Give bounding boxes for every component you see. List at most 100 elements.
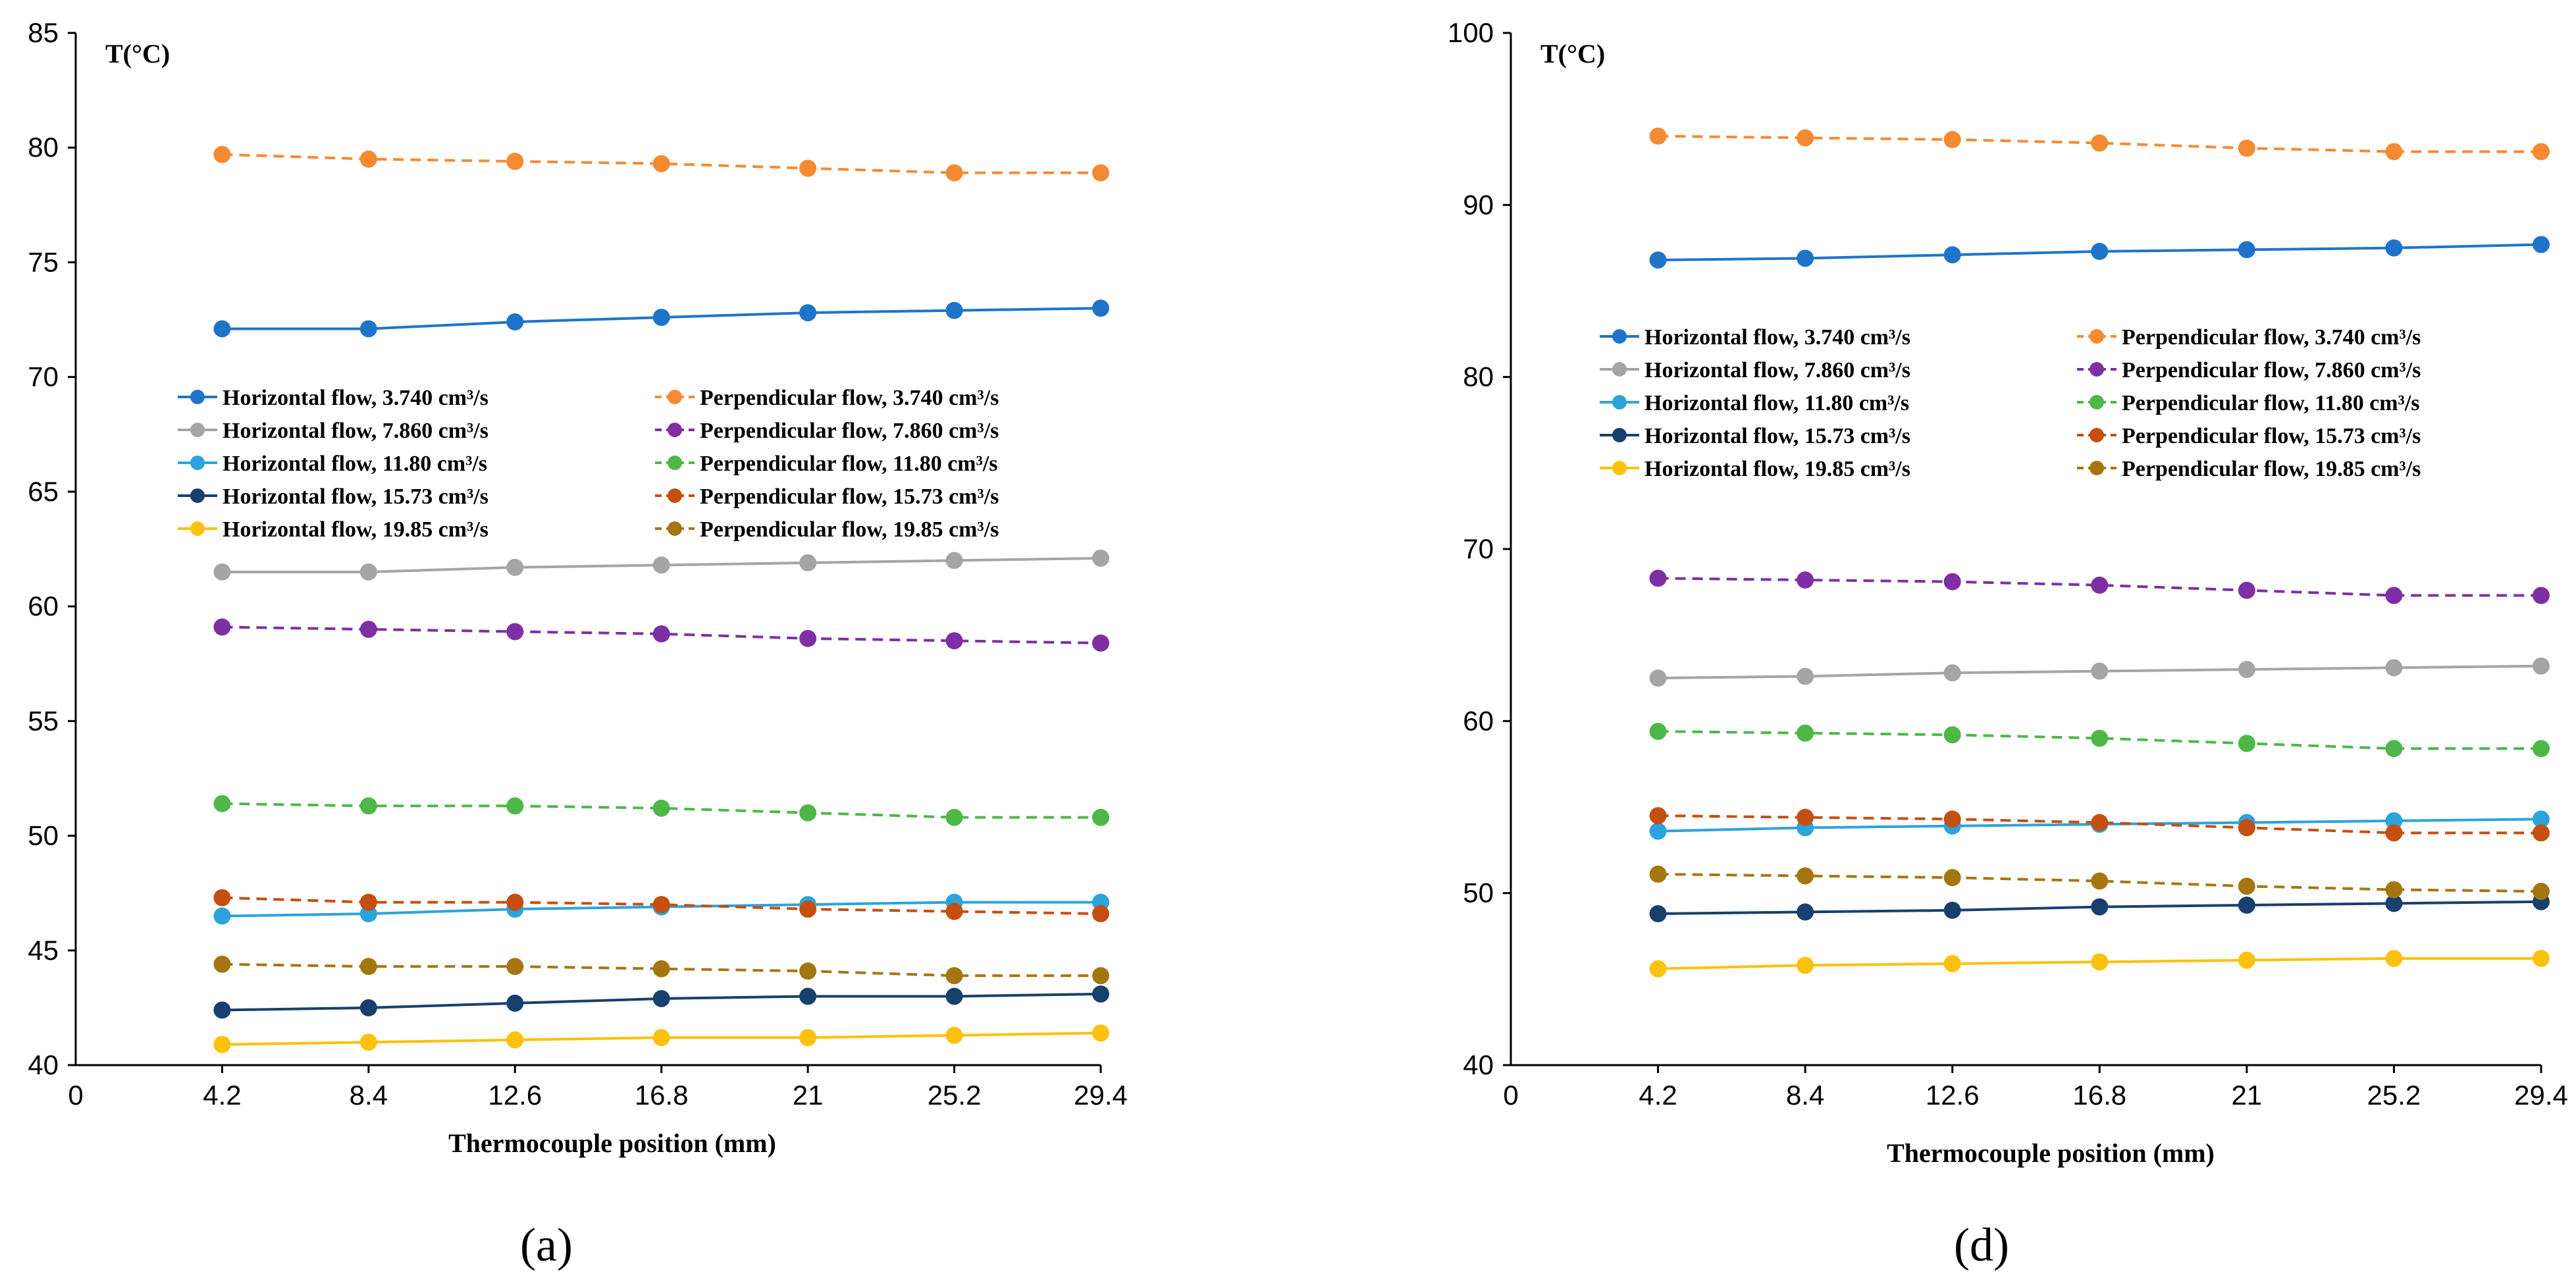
legend-label: Horizontal flow, 11.80 cm³/s xyxy=(1644,391,1909,415)
data-point xyxy=(1092,300,1109,317)
legend-swatch-marker xyxy=(2090,461,2104,475)
data-point xyxy=(506,994,524,1012)
data-point xyxy=(652,556,670,574)
series-0 xyxy=(1649,236,2550,269)
data-point xyxy=(1649,669,1667,687)
data-point xyxy=(506,623,524,641)
series-2 xyxy=(213,549,1109,581)
y-tick-label: 70 xyxy=(1463,533,1494,564)
legend-swatch-marker xyxy=(190,423,205,437)
series-7 xyxy=(213,889,1109,923)
y-tick-label: 70 xyxy=(28,361,59,392)
legend-swatch-marker xyxy=(190,521,205,536)
data-point xyxy=(506,958,524,976)
data-point xyxy=(1797,668,1814,685)
data-point xyxy=(799,554,817,571)
x-tick-label: 4.2 xyxy=(1639,1080,1677,1111)
series-3 xyxy=(213,618,1109,652)
legend-swatch-marker xyxy=(190,456,205,470)
data-point xyxy=(213,1001,231,1019)
data-point xyxy=(359,999,377,1016)
data-point xyxy=(652,309,670,327)
data-point xyxy=(359,958,377,976)
legend-label: Horizontal flow, 11.80 cm³/s xyxy=(223,452,487,476)
legend: Horizontal flow, 3.740 cm³/s Horizontal f… xyxy=(178,386,999,542)
data-point xyxy=(652,155,670,172)
legend-item: Horizontal flow, 7.860 cm³/s xyxy=(1600,358,1910,382)
y-tick-label: 100 xyxy=(1448,17,1494,48)
x-tick-label: 25.2 xyxy=(928,1080,982,1111)
legend-swatch-marker xyxy=(668,488,682,503)
data-point xyxy=(2091,872,2109,890)
x-tick-label: 12.6 xyxy=(488,1080,542,1111)
legend-label: Horizontal flow, 15.73 cm³/s xyxy=(223,485,488,509)
data-point xyxy=(2533,740,2550,758)
legend-swatch-marker xyxy=(2090,395,2104,409)
legend-swatch-marker xyxy=(668,456,682,470)
data-point xyxy=(799,1029,817,1047)
panel-label: (d) xyxy=(1954,1219,2009,1271)
data-point xyxy=(1649,569,1667,587)
chart-panel-a: 40 45 50 55 60 65 70 75 80 85 0 4.2 8.4 12.6 16.8 21 25.… xyxy=(28,17,1128,1271)
data-point xyxy=(799,629,817,647)
data-point xyxy=(1943,246,1961,264)
legend-item: Perpendicular flow, 7.860 cm³/s xyxy=(2077,358,2421,382)
legend-item: Horizontal flow, 15.73 cm³/s xyxy=(178,485,488,509)
data-point xyxy=(359,150,377,168)
data-point xyxy=(2533,949,2550,967)
legend-swatch-marker xyxy=(1612,329,1627,344)
data-point xyxy=(2385,824,2403,842)
y-tick-label: 60 xyxy=(1463,705,1494,736)
data-point xyxy=(213,145,231,163)
y-tick-label: 90 xyxy=(1463,189,1494,220)
data-point xyxy=(2091,242,2109,260)
y-axis-label: T(°C) xyxy=(1540,39,1605,68)
legend-item: Perpendicular flow, 3.740 cm³/s xyxy=(655,386,999,410)
data-point xyxy=(1649,960,1667,978)
data-point xyxy=(1092,905,1109,923)
legend-item: Perpendicular flow, 15.73 cm³/s xyxy=(655,485,999,509)
data-point xyxy=(1649,723,1667,741)
data-point xyxy=(945,632,963,650)
legend-item: Perpendicular flow, 11.80 cm³/s xyxy=(655,452,998,476)
data-point xyxy=(2238,581,2255,599)
series-3 xyxy=(1649,569,2550,604)
x-origin-label: 0 xyxy=(68,1080,83,1111)
data-point xyxy=(2385,587,2403,604)
data-point xyxy=(506,797,524,815)
data-point xyxy=(799,901,817,918)
data-point xyxy=(1797,903,1814,921)
data-point xyxy=(2533,143,2550,161)
legend-label: Horizontal flow, 7.860 cm³/s xyxy=(223,419,488,443)
series-2 xyxy=(1649,657,2550,687)
x-tick-label: 16.8 xyxy=(635,1080,689,1111)
x-tick-label: 4.2 xyxy=(203,1080,241,1111)
data-point xyxy=(2238,878,2255,895)
data-point xyxy=(945,552,963,569)
legend-item: Horizontal flow, 11.80 cm³/s xyxy=(1600,391,1909,415)
data-point xyxy=(1649,822,1667,840)
data-point xyxy=(213,320,231,338)
data-point xyxy=(2238,951,2255,969)
data-point xyxy=(2385,740,2403,758)
data-point xyxy=(1797,724,1814,742)
data-point xyxy=(213,618,231,636)
legend-item: Horizontal flow, 3.740 cm³/s xyxy=(178,386,488,410)
data-point xyxy=(213,907,231,925)
legend-item: Horizontal flow, 11.80 cm³/s xyxy=(178,452,487,476)
data-point xyxy=(2238,819,2255,837)
legend-label: Horizontal flow, 19.85 cm³/s xyxy=(1644,457,1910,481)
data-point xyxy=(1943,955,1961,972)
data-point xyxy=(2238,140,2255,157)
data-point xyxy=(945,302,963,319)
series-9 xyxy=(213,955,1109,985)
series-8 xyxy=(1649,949,2550,978)
legend-swatch-marker xyxy=(1612,461,1627,475)
legend: Horizontal flow, 3.740 cm³/s Horizontal f… xyxy=(1600,325,2421,481)
legend-swatch-marker xyxy=(1612,395,1627,409)
data-point xyxy=(1943,664,1961,682)
legend-item: Horizontal flow, 19.85 cm³/s xyxy=(1600,457,1910,481)
data-point xyxy=(799,304,817,322)
data-point xyxy=(359,620,377,638)
